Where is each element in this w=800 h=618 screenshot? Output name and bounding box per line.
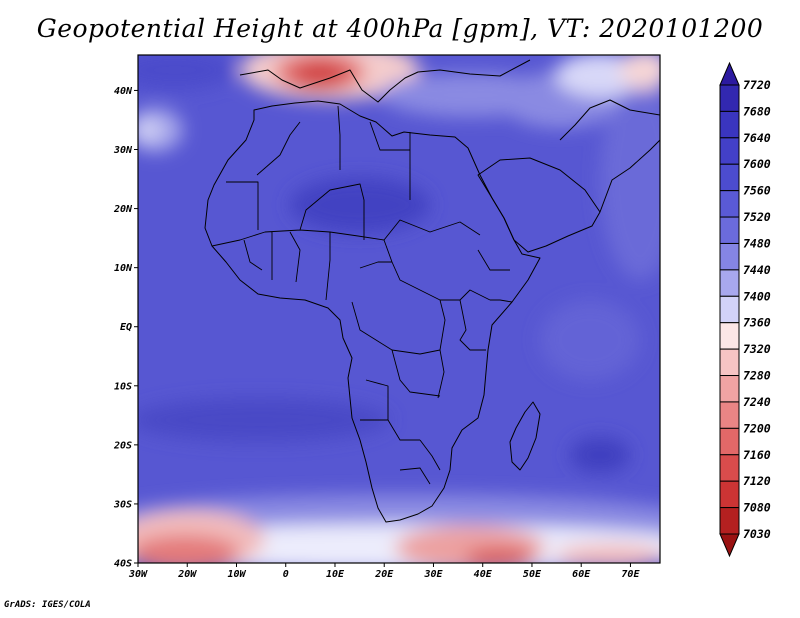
colorbar-swatch xyxy=(719,190,740,218)
colorbar-swatch xyxy=(719,216,740,244)
colorbar-level-label: 7400 xyxy=(743,289,771,303)
grads-credit: GrADS: IGES/COLA xyxy=(4,600,91,610)
colorbar-level-label: 7200 xyxy=(743,421,771,435)
africa-coastline xyxy=(204,100,541,523)
plot-frame xyxy=(137,54,661,564)
colorbar-level-label: 7560 xyxy=(743,184,771,198)
x-tick-label: 70E xyxy=(621,569,640,580)
arabian-peninsula xyxy=(477,157,601,253)
y-tick-label: 30N xyxy=(113,145,133,156)
x-tick-label: 30W xyxy=(128,569,148,580)
x-tick-label: 20W xyxy=(177,569,197,580)
colorbar-swatch xyxy=(719,454,740,482)
y-tick-label: EQ xyxy=(120,322,132,333)
x-tick-label: 10W xyxy=(227,569,246,580)
x-tick-label: 0 xyxy=(283,569,289,580)
colorbar-swatch xyxy=(719,401,740,429)
colorbar-swatch xyxy=(719,375,740,403)
colorbar-level-label: 7030 xyxy=(743,527,771,541)
colorbar: 7720 7680 7640 7600 7560 7520 7480 7440 7400 7360… xyxy=(719,61,771,558)
colorbar-level-label: 7120 xyxy=(743,474,771,488)
colorbar-level-label: 7320 xyxy=(743,342,771,356)
colorbar-level-label: 7360 xyxy=(743,316,771,330)
colorbar-max-arrow xyxy=(719,61,740,86)
colorbar-level-label: 7160 xyxy=(743,448,771,462)
colorbar-level-label: 7080 xyxy=(743,501,771,515)
y-tick-label: 10S xyxy=(114,381,132,392)
colorbar-level-label: 7480 xyxy=(743,236,771,250)
colorbar-swatch xyxy=(719,348,740,377)
height-field xyxy=(138,55,660,563)
colorbar-swatch xyxy=(719,110,740,139)
y-tick-label: 30S xyxy=(113,499,132,510)
colorbar-swatch xyxy=(719,295,740,324)
y-tick-label: 20N xyxy=(113,204,133,215)
colorbar-level-label: 7720 xyxy=(743,78,771,92)
colorbar-swatch xyxy=(719,84,740,112)
colorbar-level-label: 7640 xyxy=(743,131,771,145)
colorbar-level-label: 7280 xyxy=(743,369,771,383)
colorbar-min-arrow xyxy=(719,533,740,558)
y-tick-label: 40N xyxy=(114,86,133,97)
map-title: Geopotential Height at 400hPa [gpm], VT:… xyxy=(36,14,764,43)
x-tick-label: 40E xyxy=(474,569,493,580)
colorbar-swatch xyxy=(719,427,740,456)
colorbar-swatch xyxy=(719,322,740,350)
country-borders xyxy=(204,59,660,523)
x-tick-label: 30E xyxy=(423,569,443,580)
y-axis: 40N 30N 20N 10N EQ 10S 20S 30S 40S xyxy=(113,86,138,570)
colorbar-level-label: 7680 xyxy=(743,104,771,118)
colorbar-level-label: 7600 xyxy=(743,157,771,171)
colorbar-swatch xyxy=(719,242,740,271)
colorbar-swatch xyxy=(719,480,740,509)
colorbar-level-label: 7240 xyxy=(743,395,771,409)
colorbar-swatch xyxy=(719,137,740,165)
x-axis: 30W 20W 10W 0 10E 20E 30E 40E 50E 60E 70E xyxy=(128,563,640,580)
y-tick-label: 10N xyxy=(114,263,133,274)
asia-coast xyxy=(559,99,660,213)
x-tick-label: 10E xyxy=(326,569,345,580)
x-tick-label: 50E xyxy=(523,569,542,580)
colorbar-swatch xyxy=(719,507,740,535)
colorbar-level-label: 7440 xyxy=(743,263,771,277)
x-tick-label: 60E xyxy=(572,569,591,580)
internal-borders xyxy=(211,105,513,485)
madagascar xyxy=(509,401,541,471)
y-tick-label: 20S xyxy=(113,440,132,451)
europe-coast xyxy=(239,59,531,103)
colorbar-swatch xyxy=(719,163,740,192)
x-tick-label: 20E xyxy=(374,569,394,580)
y-tick-label: 40S xyxy=(114,559,132,570)
colorbar-swatch xyxy=(719,269,740,297)
colorbar-level-label: 7520 xyxy=(743,210,771,224)
